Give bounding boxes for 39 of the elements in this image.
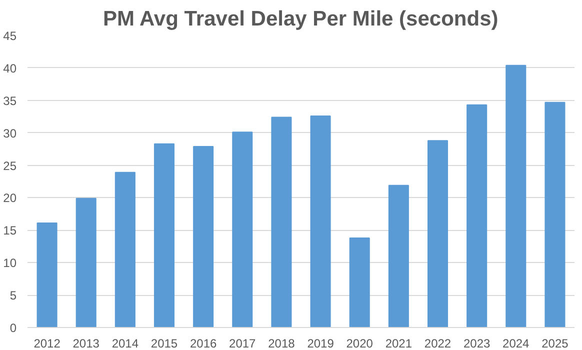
- x-tick-label: 2020: [346, 336, 374, 350]
- y-tick-label: 5: [10, 288, 17, 303]
- x-tick-label: 2016: [190, 336, 217, 350]
- x-tick-label: 2017: [229, 336, 256, 350]
- y-tick-label: 20: [3, 191, 17, 206]
- bar: [466, 104, 488, 328]
- bar: [310, 115, 331, 328]
- x-tick-label: 2024: [502, 336, 530, 350]
- y-tick-label: 0: [10, 321, 17, 335]
- x-tick-label: 2013: [72, 336, 100, 350]
- y-tick-label: 25: [3, 158, 17, 173]
- bar: [193, 146, 214, 328]
- chart-title: PM Avg Travel Delay Per Mile (seconds): [102, 8, 498, 30]
- x-tick-label: 2023: [463, 336, 490, 350]
- bar: [506, 64, 526, 328]
- bar: [114, 172, 136, 328]
- bar: [271, 116, 292, 328]
- x-tick-label: 2015: [150, 336, 178, 350]
- y-tick-label: 30: [3, 126, 17, 140]
- y-tick-label: 40: [3, 61, 17, 76]
- y-tick-label: 15: [3, 224, 17, 238]
- bar: [76, 198, 96, 328]
- bar: [427, 140, 448, 328]
- x-tick-label: 2022: [424, 336, 452, 350]
- bar: [232, 132, 253, 328]
- x-tick-label: 2014: [112, 336, 139, 350]
- x-tick-label: 2018: [268, 336, 296, 350]
- y-tick-label: 10: [3, 256, 17, 270]
- x-tick-label: 2021: [385, 336, 412, 350]
- x-tick-label: 2012: [34, 336, 61, 350]
- bar: [388, 184, 409, 328]
- y-tick-label: 45: [3, 29, 17, 43]
- y-tick-label: 35: [3, 94, 17, 108]
- x-tick-label: 2019: [307, 336, 334, 350]
- bar: [154, 143, 175, 328]
- bar: [544, 102, 566, 328]
- bar: [36, 222, 58, 328]
- bar: [349, 237, 370, 328]
- x-tick-label: 2025: [542, 336, 569, 350]
